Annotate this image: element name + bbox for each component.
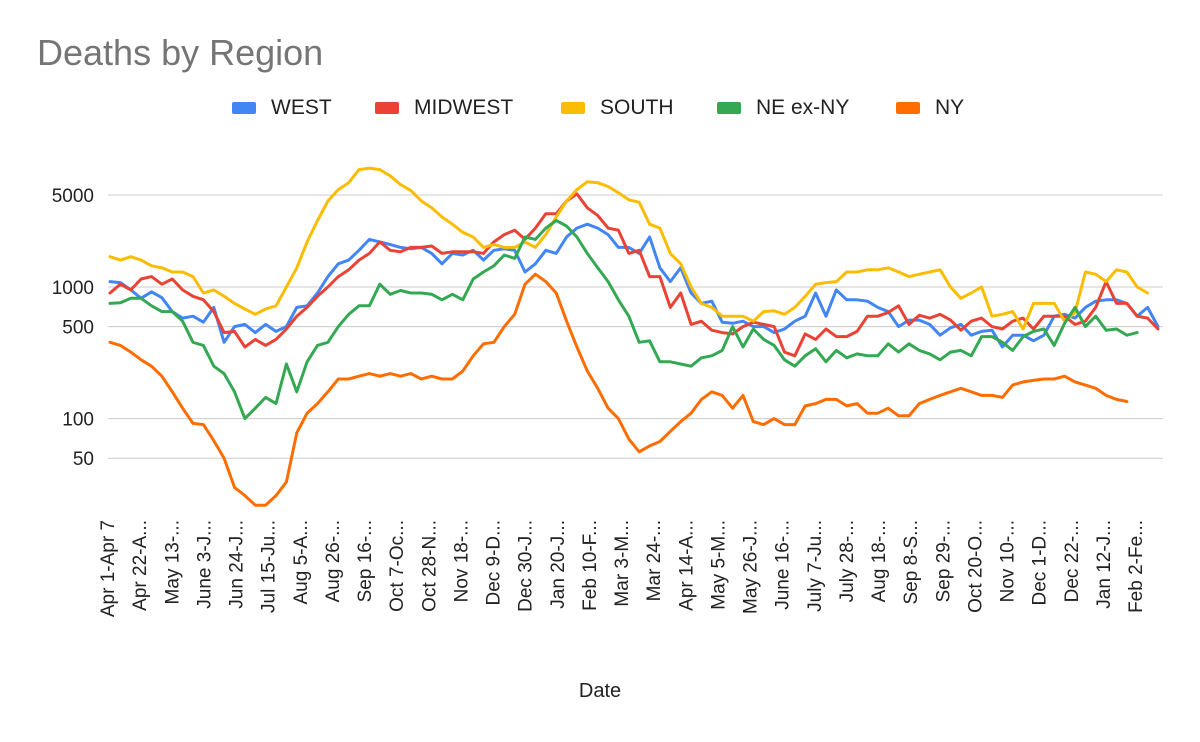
x-tick-label: Jul 15-Ju... — [259, 520, 280, 613]
chart-title: Deaths by Region — [37, 32, 324, 73]
x-tick-label: July 7-Ju... — [805, 520, 826, 612]
y-tick-label: 5000 — [52, 186, 94, 207]
x-tick-label: Feb 10-F... — [580, 520, 601, 611]
x-tick-label: Apr 1-Apr 7 — [98, 520, 119, 617]
legend-item-south[interactable]: SOUTH — [561, 96, 674, 120]
x-tick-label: Jan 12-J... — [1094, 520, 1115, 609]
legend-swatch-ny — [896, 102, 920, 114]
legend-label-ne-ex-ny: NE ex-NY — [756, 96, 850, 119]
x-tick-label: Dec 22-... — [1062, 520, 1083, 602]
legend-item-west[interactable]: WEST — [232, 96, 332, 120]
y-axis: 50 100 500 1000 5000 — [52, 186, 94, 470]
x-tick-label: Dec 1-D... — [1030, 520, 1051, 606]
x-tick-label: June 16-... — [773, 520, 794, 610]
legend-label-midwest: MIDWEST — [414, 96, 514, 119]
legend-swatch-south — [561, 102, 585, 114]
x-tick-label: Jan 20-J... — [548, 520, 569, 609]
legend-swatch-west — [232, 102, 256, 114]
series-line-south[interactable] — [108, 166, 1150, 331]
series-line-ne-ex-ny[interactable] — [108, 219, 1139, 421]
legend: WEST MIDWEST SOUTH NE ex-NY NY — [0, 96, 1200, 130]
x-tick-label: Dec 9-D... — [484, 520, 505, 606]
legend-item-midwest[interactable]: MIDWEST — [375, 96, 513, 120]
x-tick-label: Apr 14-A... — [676, 520, 697, 611]
x-tick-label: Oct 28-N... — [419, 520, 440, 612]
series-line-ny[interactable] — [108, 272, 1129, 507]
x-tick-label: Mar 24-... — [644, 520, 665, 601]
series-line-midwest[interactable] — [108, 192, 1160, 358]
x-tick-label: May 5-M... — [708, 520, 729, 610]
x-tick-label: July 28-... — [837, 520, 858, 602]
y-tick-label: 1000 — [52, 278, 94, 299]
x-tick-label: June 3-J... — [194, 520, 215, 609]
x-axis: Apr 1-Apr 7 Apr 22-A... May 13-... June 3-J… — [98, 520, 1147, 617]
x-tick-label: Sep 16-... — [355, 520, 376, 602]
x-tick-label: Oct 7-Oc... — [387, 520, 408, 612]
x-tick-label: Sep 8-S... — [901, 520, 922, 605]
x-tick-label: May 26-J... — [741, 520, 762, 614]
x-tick-label: Mar 3-M... — [612, 520, 633, 607]
x-tick-label: May 13-... — [162, 520, 183, 604]
legend-label-west: WEST — [271, 96, 332, 119]
legend-swatch-ne-ex-ny — [717, 102, 741, 114]
x-tick-label: Aug 26-... — [323, 520, 344, 602]
x-tick-label: Aug 5-A... — [291, 520, 312, 605]
x-tick-label: Apr 22-A... — [130, 520, 151, 611]
x-tick-label: Nov 10-... — [998, 520, 1019, 602]
series-lines — [108, 166, 1160, 507]
x-tick-label: Feb 2-Fe... — [1126, 520, 1147, 613]
x-tick-label: Jun 24-J... — [227, 520, 248, 609]
legend-item-ne-ex-ny[interactable]: NE ex-NY — [717, 96, 849, 120]
y-tick-label: 100 — [62, 410, 94, 431]
x-tick-label: Nov 18-... — [451, 520, 472, 602]
x-tick-label: Sep 29-... — [933, 520, 954, 602]
legend-label-ny: NY — [935, 96, 965, 119]
x-tick-label: Dec 30-J... — [516, 520, 537, 612]
x-axis-title: Date — [578, 680, 622, 702]
x-tick-label: Oct 20-O... — [965, 520, 986, 613]
y-tick-label: 50 — [73, 449, 94, 470]
legend-label-south: SOUTH — [600, 96, 674, 119]
y-tick-label: 500 — [62, 318, 94, 339]
legend-swatch-midwest — [375, 102, 399, 114]
x-tick-label: Aug 18-... — [869, 520, 890, 602]
legend-item-ny[interactable]: NY — [896, 96, 964, 120]
